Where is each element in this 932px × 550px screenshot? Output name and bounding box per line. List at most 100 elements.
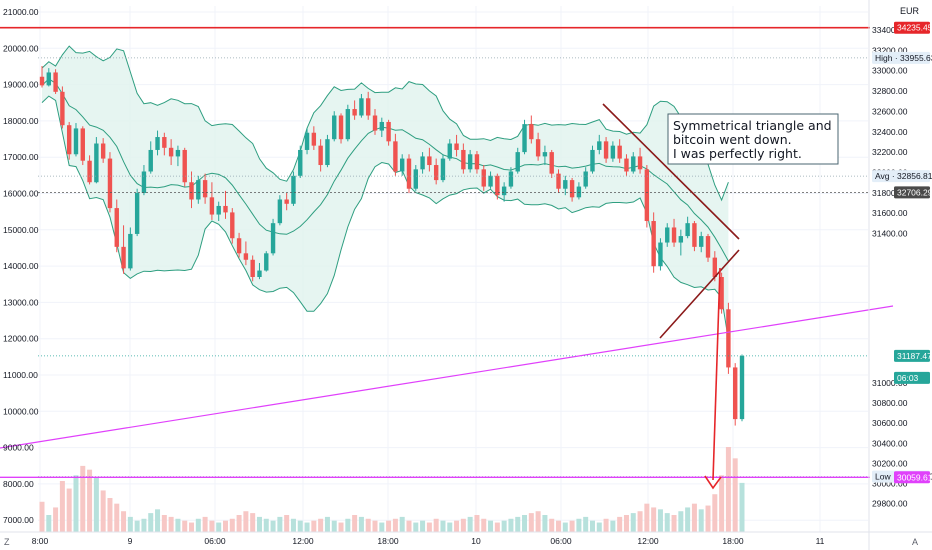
candle-body [257, 270, 262, 277]
breakdown-arrow-line [712, 267, 721, 481]
volume-bar [399, 516, 405, 532]
volume-bar [100, 490, 106, 532]
right-axis-tick: 33400.00 [872, 25, 908, 35]
volume-bar [161, 515, 167, 532]
volume-bar [345, 518, 351, 532]
volume-bar [318, 518, 324, 532]
left-axis-tick: 14000.00 [3, 261, 39, 271]
candle-body [603, 141, 609, 159]
volume-bar [134, 520, 140, 532]
line-price-badge [894, 186, 930, 199]
volume-bar [481, 518, 487, 532]
candle-body [719, 276, 724, 310]
candle-body [189, 182, 194, 200]
volume-bar [644, 503, 650, 532]
candle-body [209, 197, 215, 215]
right-axis-tick: 32800.00 [872, 86, 908, 96]
candle-body [284, 199, 289, 204]
candle-body [501, 186, 507, 196]
right-axis-tick: 31600.00 [872, 208, 908, 218]
volume-bar [535, 511, 541, 532]
high-price-badge-text: High · 33955.63 [875, 53, 932, 63]
currency-label: EUR [900, 6, 920, 16]
volume-bar [522, 515, 528, 532]
volume-bar [719, 475, 725, 532]
candle-body [413, 169, 418, 189]
last-price-badge [894, 349, 930, 362]
volume-bar [93, 477, 99, 532]
left-axis-tick: 15000.00 [3, 225, 39, 235]
volume-bar [623, 515, 629, 532]
support-price-badge-text: 30059.61 [897, 472, 932, 482]
candle-body [671, 227, 677, 243]
volume-bar [426, 522, 432, 532]
volume-bar [222, 520, 228, 532]
candle-body [270, 223, 276, 254]
candle-body [678, 236, 684, 243]
candle-body [148, 149, 153, 172]
volume-bar [107, 498, 113, 532]
candle-body [216, 205, 221, 215]
volume-bar [358, 516, 364, 532]
candle-body [631, 156, 636, 172]
time-axis-tick: 06:00 [204, 536, 226, 546]
time-axis-tick: 11 [816, 536, 825, 546]
volume-bar [175, 518, 181, 532]
auto-scale-glyph-icon[interactable]: A [912, 537, 919, 547]
candle-body [60, 91, 65, 126]
volume-bar [270, 520, 276, 532]
candle-body [243, 253, 249, 260]
candle-body [712, 257, 718, 277]
arrow-head-icon [704, 475, 722, 490]
candle-body [597, 141, 602, 150]
volume-bar [121, 511, 127, 532]
candle-body [264, 253, 269, 271]
triangle-lower-line [659, 249, 740, 339]
candle-body [87, 160, 92, 183]
volume-bar [508, 518, 514, 532]
zoom-glyph-icon[interactable]: Z [4, 537, 10, 547]
time-axis-tick: 06:00 [550, 536, 572, 546]
volume-bar [216, 522, 222, 532]
candle-body [386, 121, 391, 142]
candle-body [454, 143, 459, 150]
volume-bar [556, 520, 562, 532]
candle-body [250, 259, 255, 277]
volume-bar [515, 516, 521, 532]
volume-bar [725, 447, 731, 532]
annotation-line: bitcoin went down. [673, 132, 792, 147]
left-price-axis[interactable]: 21000.00 20000.00 19000.00 18000.00 17000.00… [3, 7, 39, 525]
volume-bar [562, 522, 568, 532]
left-axis-tick: 13000.00 [3, 297, 39, 307]
candle-body [705, 236, 711, 258]
volume-bar [182, 520, 188, 532]
right-axis-tick: 32600.00 [872, 106, 908, 116]
band-lower [41, 95, 729, 340]
right-price-axis[interactable]: 33400.00 33200.00 33000.00 32800.00 32600.00… [872, 25, 908, 509]
chart-drawings[interactable] [0, 26, 894, 490]
candle-body [311, 132, 317, 146]
avg-price-badge [872, 170, 930, 183]
candle-body [583, 171, 588, 187]
candle-body [100, 143, 106, 159]
candle-body [481, 169, 486, 187]
candle-body [665, 227, 670, 243]
candle-body [617, 145, 622, 159]
volume-bar [637, 511, 643, 532]
volume-bar [263, 518, 269, 532]
candle-body [535, 139, 541, 157]
volume-bar [304, 522, 310, 532]
volume-bar [331, 520, 337, 532]
volume-bar [87, 469, 93, 532]
volume-bar [168, 516, 174, 532]
last-price-badge-text: 31187.47 [897, 351, 932, 361]
volume-bar [59, 481, 65, 532]
volume-bar [155, 509, 161, 532]
left-axis-tick: 7000.00 [3, 515, 34, 525]
volume-bar [494, 522, 500, 532]
volume-bar [705, 505, 711, 532]
candle-body [372, 115, 378, 131]
